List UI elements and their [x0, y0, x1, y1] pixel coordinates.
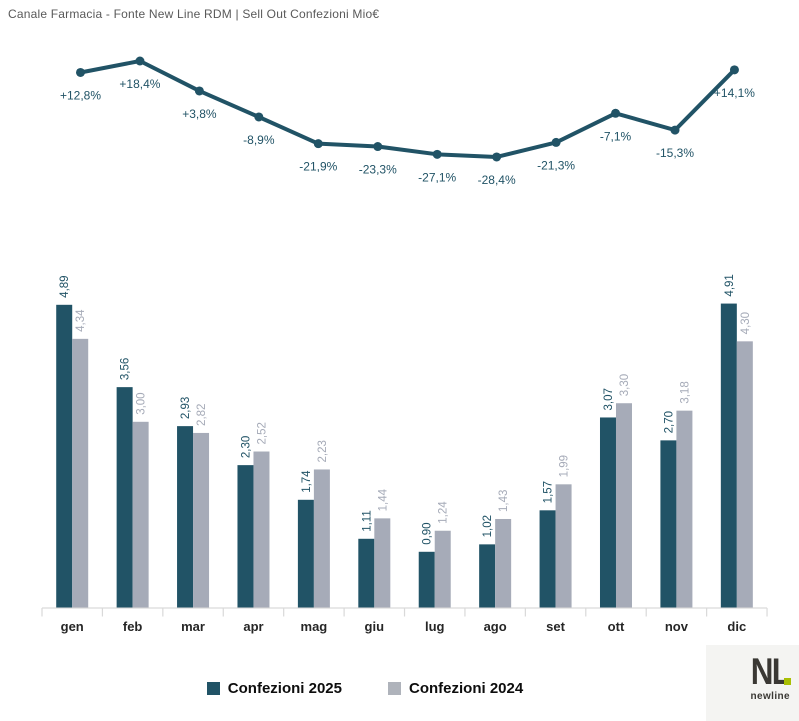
yoy-point-set — [551, 137, 561, 147]
newline-logo: NL newline — [706, 645, 799, 721]
bar-value-label-2025-mar: 2,93 — [180, 397, 192, 419]
bar-2024-nov — [676, 410, 693, 608]
bar-2025-mag — [297, 499, 314, 608]
yoy-point-lug — [432, 149, 442, 159]
bar-value-label-2025-nov: 2,70 — [663, 411, 675, 433]
bar-2024-gen — [72, 338, 89, 608]
yoy-label-ago: -28,4% — [478, 173, 516, 187]
yoy-label-gen: +12,8% — [60, 88, 101, 102]
yoy-point-apr — [254, 112, 264, 122]
bar-value-label-2024-set: 1,99 — [559, 455, 571, 477]
bar-2025-set — [539, 510, 556, 608]
bar-value-label-2025-dic: 4,91 — [724, 274, 736, 296]
bar-value-label-2024-feb: 3,00 — [136, 392, 148, 414]
bar-2024-mag — [313, 469, 330, 608]
yoy-point-dic — [729, 65, 739, 75]
x-axis-label-set: set — [546, 619, 565, 634]
yoy-line — [78, 59, 737, 159]
x-axis-label-giu: giu — [365, 619, 385, 634]
x-axis-label-dic: dic — [727, 619, 746, 634]
bar-value-label-2024-ago: 1,43 — [498, 490, 510, 512]
yoy-label-set: -21,3% — [537, 158, 575, 172]
bar-value-label-2024-giu: 1,44 — [377, 488, 389, 511]
yoy-point-ago — [492, 152, 502, 162]
bar-2024-apr — [253, 451, 270, 608]
bar-2024-mar — [193, 432, 210, 608]
yoy-label-ott: -7,1% — [600, 129, 632, 143]
legend-item-2024: Confezioni 2024 — [388, 680, 523, 697]
yoy-point-feb — [135, 56, 145, 66]
yoy-point-mag — [313, 139, 323, 149]
x-axis-label-ago: ago — [484, 619, 507, 634]
legend-label-2024: Confezioni 2024 — [409, 680, 524, 697]
bar-value-label-2024-nov: 3,18 — [679, 381, 691, 403]
bar-2024-set — [555, 484, 572, 608]
bar-value-label-2025-gen: 4,89 — [59, 275, 71, 297]
x-axis-label-ott: ott — [608, 619, 625, 634]
bar-2024-feb — [132, 421, 149, 608]
legend-label-2025: Confezioni 2025 — [227, 680, 342, 697]
yoy-point-gen — [76, 67, 85, 77]
x-axis-label-gen: gen — [61, 619, 84, 634]
bar-value-label-2024-gen: 4,34 — [75, 309, 87, 332]
bar-2024-dic — [736, 341, 753, 608]
bar-2025-mar — [177, 426, 194, 608]
bar-2025-lug — [418, 551, 435, 608]
bar-2025-feb — [116, 387, 133, 608]
legend-item-2025: Confezioni 2025 — [206, 680, 342, 697]
yoy-point-giu — [373, 142, 383, 152]
newline-logo-green-square-icon — [784, 678, 791, 685]
yoy-label-lug: -27,1% — [418, 170, 456, 184]
bar-2024-lug — [434, 530, 451, 608]
bar-2024-giu — [374, 518, 391, 608]
bar-2025-gen — [56, 304, 73, 608]
yoy-label-apr: -8,9% — [243, 133, 275, 147]
x-axis-label-apr: apr — [243, 619, 263, 634]
bar-value-label-2024-mar: 2,82 — [196, 404, 208, 426]
yoy-point-ott — [611, 108, 621, 118]
yoy-label-giu: -23,3% — [359, 163, 397, 177]
x-axis-label-mag: mag — [301, 619, 328, 634]
x-axis-label-feb: feb — [123, 619, 143, 634]
bar-value-label-2025-apr: 2,30 — [240, 436, 252, 458]
bar-2025-dic — [720, 303, 737, 608]
x-axis-label-lug: lug — [425, 619, 445, 634]
chart-legend: Confezioni 2025 Confezioni 2024 — [0, 680, 730, 697]
yoy-label-nov: -15,3% — [656, 146, 694, 160]
x-axis-label-mar: mar — [181, 619, 205, 634]
bar-2025-giu — [358, 538, 375, 608]
newline-logo-wordmark: newline — [750, 691, 790, 702]
bar-value-label-2024-ott: 3,30 — [619, 374, 631, 396]
bar-value-label-2025-lug: 0,90 — [422, 522, 434, 544]
bar-2024-ott — [615, 403, 632, 608]
bar-2025-ago — [479, 544, 496, 608]
legend-swatch-2025 — [206, 682, 220, 695]
bar-value-label-2025-ago: 1,02 — [482, 515, 494, 537]
yoy-label-feb: +18,4% — [119, 77, 160, 91]
chart-title: Canale Farmacia - Fonte New Line RDM | S… — [8, 7, 380, 21]
bar-value-label-2025-giu: 1,11 — [361, 510, 373, 532]
bar-value-label-2025-set: 1,57 — [543, 481, 555, 503]
yoy-point-mar — [194, 86, 204, 96]
yoy-label-mag: -21,9% — [299, 160, 337, 174]
bar-value-label-2024-mag: 2,23 — [317, 440, 329, 462]
bar-2025-apr — [237, 465, 254, 608]
bar-value-label-2024-lug: 1,24 — [438, 501, 450, 524]
yoy-label-dic: +14,1% — [714, 86, 755, 100]
bar-value-label-2024-apr: 2,52 — [256, 422, 268, 444]
yoy-point-nov — [670, 125, 680, 135]
bar-value-label-2025-mag: 1,74 — [301, 470, 313, 493]
x-axis-label-nov: nov — [665, 619, 689, 634]
bar-2024-ago — [495, 518, 512, 608]
bar-value-label-2024-dic: 4,30 — [740, 312, 752, 334]
bar-2025-nov — [660, 440, 677, 608]
bar-2025-ott — [599, 417, 616, 608]
bar-value-label-2025-feb: 3,56 — [120, 358, 132, 380]
yoy-label-mar: +3,8% — [182, 107, 217, 121]
legend-swatch-2024 — [388, 682, 401, 695]
bar-value-label-2025-ott: 3,07 — [603, 388, 615, 410]
